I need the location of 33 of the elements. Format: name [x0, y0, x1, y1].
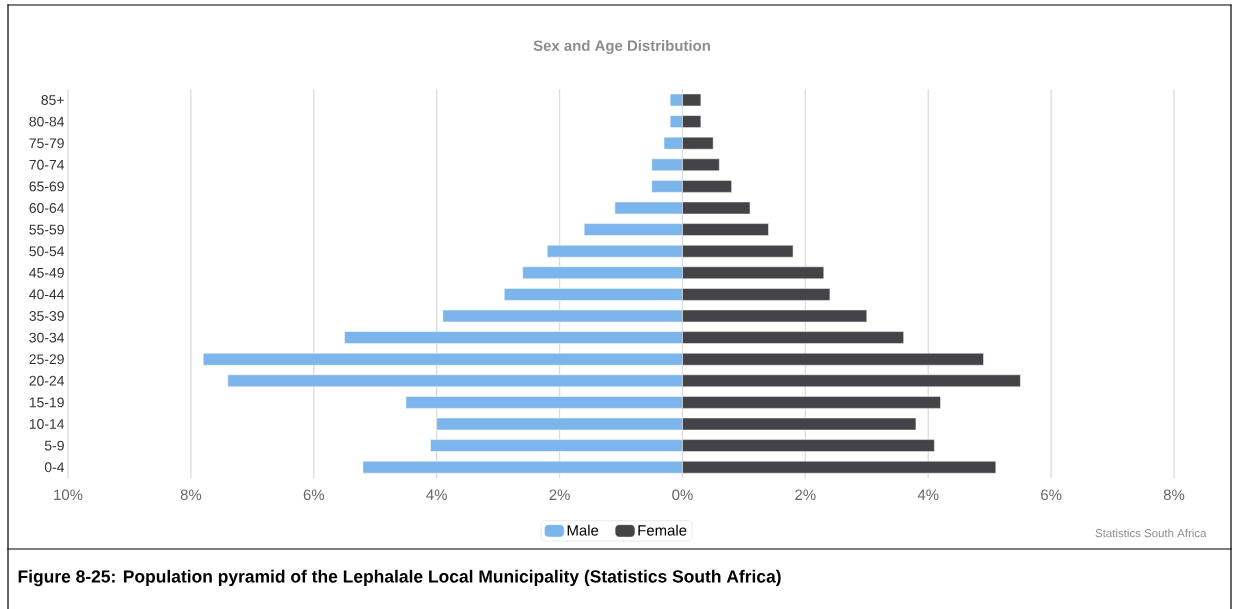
y-tick-label: 60-64: [29, 203, 65, 213]
x-tick-label: 8%: [1163, 489, 1185, 501]
y-tick-label: 35-39: [29, 311, 64, 321]
legend-label: Female: [638, 524, 687, 536]
y-tick-label: 50-54: [29, 246, 65, 257]
x-tick-label: 4%: [917, 489, 939, 500]
chart-title: Sex and Age Distribution: [533, 39, 710, 54]
x-tick-label: 8%: [180, 489, 202, 501]
y-tick-label: 30-34: [29, 332, 65, 343]
y-tick-label: 80-84: [29, 116, 65, 127]
x-tick-label: 2%: [549, 489, 570, 501]
y-tick-label: 65-69: [29, 181, 64, 192]
x-tick-label: 4%: [426, 489, 447, 500]
y-tick-label: 75-79: [29, 138, 64, 149]
caption: Figure 8-25: Population pyramid of the Lephalale Local Municipality (Statistics South Africa): [18, 569, 781, 587]
x-tick-label: 2%: [795, 489, 816, 501]
x-tick-label: 6%: [1041, 489, 1062, 501]
legend-label: Male: [567, 524, 599, 536]
y-tick-label: 5-9: [44, 440, 64, 451]
x-tick-label: 0%: [672, 489, 693, 501]
y-tick-label: 40-44: [29, 289, 65, 300]
x-tick-label: 6%: [303, 489, 325, 501]
y-tick-label: 10-14: [29, 419, 65, 429]
y-tick-label: 45-49: [29, 267, 64, 278]
y-tick-label: 20-24: [29, 375, 65, 386]
y-tick-label: 85+: [41, 95, 64, 105]
y-tick-label: 25-29: [29, 354, 64, 365]
text: Statistics South Africa: [1095, 528, 1207, 538]
y-tick-label: 70-74: [29, 159, 65, 170]
y-tick-label: 55-59: [29, 224, 64, 235]
y-tick-label: 15-19: [29, 397, 64, 408]
x-tick-label: 10%: [54, 489, 83, 501]
y-tick-label: 0-4: [44, 462, 65, 473]
